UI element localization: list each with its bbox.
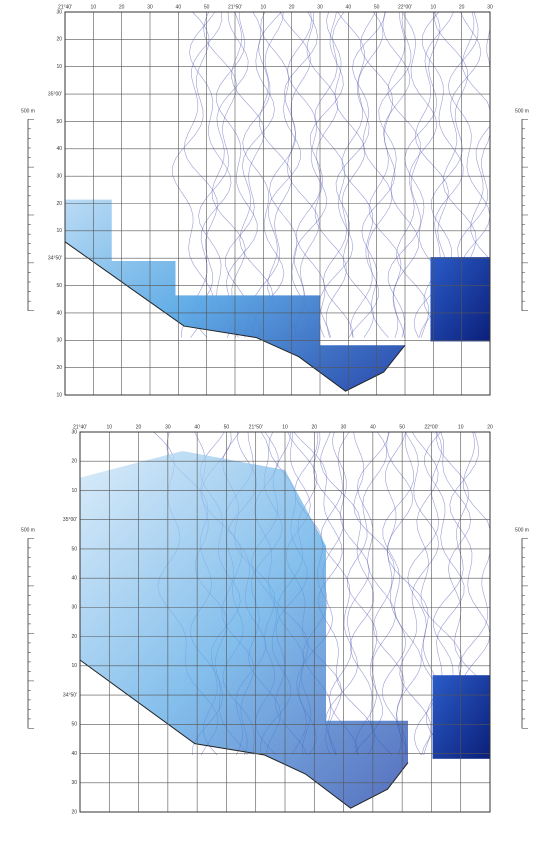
top-label: 30 [165, 424, 171, 430]
left-label: 40 [71, 751, 77, 757]
left-label: 50 [71, 546, 77, 552]
left-label: 30 [56, 338, 62, 344]
left-label: 20 [56, 201, 62, 207]
scale-label: 500 m [21, 528, 35, 534]
contour [388, 12, 421, 338]
top-label: 40 [176, 4, 182, 10]
contour [199, 12, 239, 338]
top-label: 20 [459, 4, 465, 10]
top-label: 22°00' [424, 424, 438, 430]
deep-basin [431, 257, 491, 341]
top-label: 40 [194, 424, 200, 430]
top-label: 50 [224, 424, 230, 430]
contour [356, 432, 396, 755]
top-label: 50 [399, 424, 405, 430]
top-label: 50 [204, 4, 210, 10]
left-label: 30 [56, 9, 62, 15]
contour [240, 12, 275, 338]
contour [336, 12, 374, 338]
left-label: 20 [56, 37, 62, 43]
left-label: 34°50' [63, 692, 77, 698]
contour [360, 12, 395, 338]
top-label: 30 [317, 4, 323, 10]
left-label: 10 [56, 392, 62, 398]
top-label: 10 [261, 4, 267, 10]
scale-label: 500 m [21, 109, 35, 115]
top-label: 10 [107, 424, 113, 430]
left-label: 50 [56, 119, 62, 125]
left-label: 40 [56, 146, 62, 152]
contour [225, 12, 264, 338]
top-label: 22°00' [398, 4, 412, 10]
left-label: 35°00' [48, 91, 62, 97]
contour [347, 432, 386, 755]
left-label: 30 [56, 173, 62, 179]
top-label: 10 [282, 424, 288, 430]
scale-label: 500 m [515, 528, 529, 534]
left-label: 20 [71, 809, 77, 815]
top-label: 21°50' [249, 424, 263, 430]
left-label: 20 [71, 459, 77, 465]
contour [385, 432, 437, 755]
contour [284, 12, 319, 338]
contour [329, 432, 369, 755]
top-label: 40 [370, 424, 376, 430]
contour [173, 12, 214, 338]
top-label: 50 [374, 4, 380, 10]
shelf [80, 451, 408, 808]
top-label: 20 [487, 424, 493, 430]
top-label: 20 [312, 424, 318, 430]
left-label: 50 [56, 283, 62, 289]
left-label: 30 [71, 780, 77, 786]
left-label: 50 [71, 722, 77, 728]
contour [373, 432, 413, 755]
left-label: 10 [56, 64, 62, 70]
top-label: 20 [119, 4, 125, 10]
top-label: 20 [289, 4, 295, 10]
contour [182, 12, 222, 338]
contour [369, 12, 410, 338]
left-label: 10 [71, 663, 77, 669]
map-figure: 21°40'102030405021°50'102030405022°00'10… [0, 0, 541, 841]
left-label: 10 [56, 228, 62, 234]
left-label: 40 [71, 575, 77, 581]
left-label: 40 [56, 310, 62, 316]
left-label: 20 [71, 634, 77, 640]
top-label: 10 [458, 424, 464, 430]
scale-label: 500 m [515, 109, 529, 115]
left-label: 30 [71, 429, 77, 435]
left-label: 30 [71, 605, 77, 611]
left-label: 20 [56, 365, 62, 371]
page: {"maps": [ {"top_labels": ["21°40'", "10… [0, 0, 541, 841]
top-label: 20 [136, 424, 142, 430]
top-label: 21°50' [228, 4, 242, 10]
contour [321, 432, 392, 755]
top-label: 40 [346, 4, 352, 10]
deep-basin [433, 675, 490, 759]
contour [261, 12, 301, 338]
contour [297, 12, 338, 338]
left-label: 35°00' [63, 517, 77, 523]
contour [351, 12, 392, 338]
top-label: 10 [91, 4, 97, 10]
top-label: 10 [431, 4, 437, 10]
left-label: 34°50' [48, 256, 62, 262]
contour [288, 12, 327, 338]
top-label: 30 [487, 4, 493, 10]
top-label: 30 [341, 424, 347, 430]
top-label: 30 [147, 4, 153, 10]
left-label: 10 [71, 488, 77, 494]
